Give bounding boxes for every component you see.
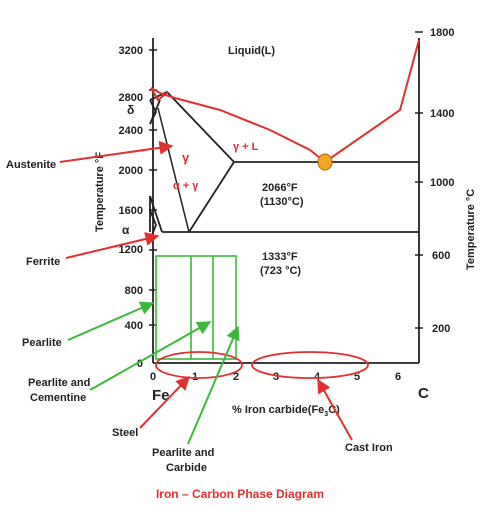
a3-line <box>188 161 235 233</box>
right-tick-label: 1400 <box>430 108 454 120</box>
region-gamma: γ <box>182 150 190 165</box>
callout-pearlite-carbide-line2: Carbide <box>166 462 207 474</box>
pearlite-carbide-arrow <box>187 325 240 445</box>
right-axis-title: Temperature °C <box>465 189 477 270</box>
eutectoid-temp-f: 1333°F <box>262 251 298 263</box>
bottom-tick-label: 1 <box>192 371 198 383</box>
eutectic-temp-f: 2066°F <box>262 182 298 194</box>
left-tick-label: 400 <box>125 320 143 332</box>
austenite-arrow <box>59 140 174 163</box>
left-tick-label: 1600 <box>119 205 143 217</box>
bottom-axis-title: % Iron carbide(Fe3C) <box>232 404 340 418</box>
bottom-tick-label: 4 <box>314 371 321 383</box>
callout-pearlite-carbide-line1: Pearlite and <box>152 447 214 459</box>
steel-range-ellipse <box>155 351 243 379</box>
diagram-title: Iron – Carbon Phase Diagram <box>156 487 324 501</box>
callout-cast-iron: Cast Iron <box>345 442 393 454</box>
cast-iron-range-ellipse <box>251 351 369 379</box>
pearlite-cementine-arrow <box>89 321 212 391</box>
c-label: C <box>418 385 429 402</box>
pearlite-arrow <box>67 301 155 341</box>
callout-pearlite-cementine-line1: Pearlite and <box>28 377 90 389</box>
eutectic-temp-c: (1130°C) <box>260 196 304 208</box>
steel-arrow <box>139 375 190 429</box>
callout-steel: Steel <box>112 427 138 439</box>
left-tick-label: 2400 <box>119 125 143 137</box>
region-liquid: Liquid(L) <box>228 45 275 57</box>
callout-ferrite: Ferrite <box>26 256 60 268</box>
gamma-lower-left <box>149 99 161 125</box>
phase-boundaries <box>149 90 419 241</box>
cast-iron-arrow <box>317 378 353 441</box>
left-tick-label: 1200 <box>119 244 143 256</box>
left-axis-title: Temperature °F <box>94 152 106 232</box>
region-alpha-plus-gamma: α + γ <box>173 180 199 192</box>
region-alpha: α <box>122 223 130 237</box>
right-tick-label: 1000 <box>430 177 454 189</box>
eutectic-point <box>317 153 333 171</box>
alpha-gamma-boundary <box>157 107 190 233</box>
callout-pearlite: Pearlite <box>22 337 62 349</box>
region-gamma-plus-l: γ + L <box>233 141 259 153</box>
ferrite-arrow <box>65 232 160 259</box>
left-tick-label: 2800 <box>119 92 143 104</box>
callout-pearlite-cementine-line2: Cementine <box>30 392 86 404</box>
bottom-tick-label: 0 <box>150 371 156 383</box>
callout-austenite: Austenite <box>6 159 56 171</box>
eutectoid-temp-c: (723 °C) <box>260 265 301 277</box>
bottom-tick-label: 6 <box>395 371 401 383</box>
left-tick-label: 800 <box>125 285 143 297</box>
left-tick-label: 0 <box>137 358 143 370</box>
pearlite-region-boxes <box>155 255 237 360</box>
region-delta: δ <box>127 103 134 117</box>
left-tick-label: 2000 <box>119 165 143 177</box>
fe-label: Fe <box>152 387 170 404</box>
right-tick-marks <box>415 31 423 329</box>
bottom-tick-label: 3 <box>273 371 279 383</box>
right-tick-label: 600 <box>432 250 450 262</box>
acm-line <box>149 195 163 233</box>
right-tick-label: 200 <box>432 323 450 335</box>
bottom-tick-label: 2 <box>233 371 239 383</box>
right-tick-label: 1800 <box>430 27 454 39</box>
liquidus-curve <box>150 39 420 163</box>
bottom-tick-label: 5 <box>354 371 360 383</box>
left-tick-label: 3200 <box>119 45 143 57</box>
